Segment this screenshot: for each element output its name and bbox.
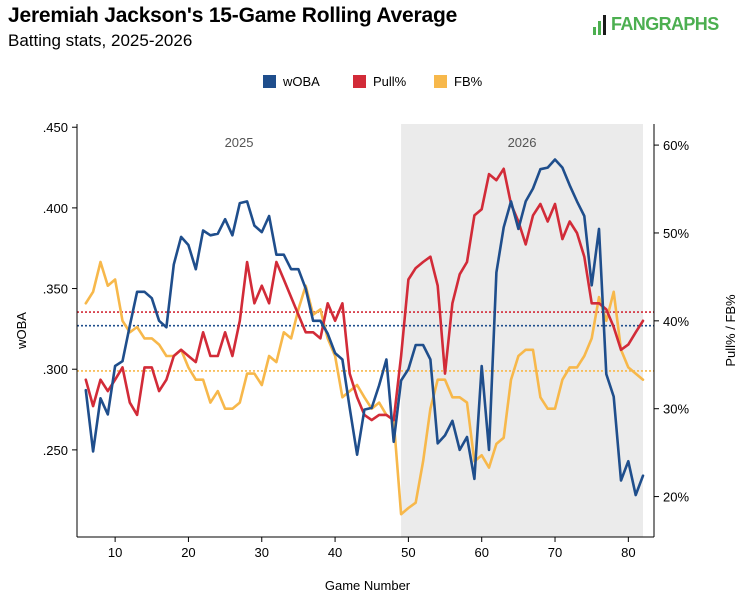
series-lines bbox=[84, 158, 645, 516]
y-right-tick-label: 30% bbox=[663, 402, 689, 417]
season-region-2026 bbox=[401, 124, 644, 537]
legend-swatch bbox=[353, 75, 366, 88]
season-label-2026: 2026 bbox=[508, 135, 537, 150]
y-right-axis-title: Pull% / FB% bbox=[723, 294, 738, 367]
legend-swatch bbox=[263, 75, 276, 88]
x-tick-label: 50 bbox=[401, 545, 415, 560]
legend: wOBA Pull% FB% bbox=[263, 74, 483, 89]
legend-swatch bbox=[434, 75, 447, 88]
x-tick-label: 20 bbox=[181, 545, 195, 560]
y-left-tick-label: .300 bbox=[43, 362, 68, 377]
x-tick-label: 80 bbox=[621, 545, 635, 560]
chart-title: Jeremiah Jackson's 15-Game Rolling Avera… bbox=[8, 4, 458, 27]
legend-item-woba[interactable]: wOBA bbox=[263, 74, 320, 89]
legend-label: wOBA bbox=[282, 74, 320, 89]
y-right-tick-label: 40% bbox=[663, 314, 689, 329]
x-tick-label: 30 bbox=[255, 545, 269, 560]
x-tick-label: 60 bbox=[474, 545, 488, 560]
x-axis-title: Game Number bbox=[325, 578, 411, 593]
x-tick-label: 10 bbox=[108, 545, 122, 560]
y-right-tick-label: 60% bbox=[663, 138, 689, 153]
reference-lines bbox=[77, 311, 654, 372]
y-left-tick-label: .350 bbox=[43, 282, 68, 297]
x-tick-label: 40 bbox=[328, 545, 342, 560]
logo-text: FANGRAPHS bbox=[611, 14, 719, 34]
legend-item-fb-pct[interactable]: FB% bbox=[434, 74, 483, 89]
bar-chart-icon bbox=[593, 14, 609, 35]
y-left-tick-label: .400 bbox=[43, 201, 68, 216]
season-label-2025: 2025 bbox=[225, 135, 254, 150]
y-left-tick-label: .450 bbox=[43, 120, 68, 135]
season-regions: 2025 2026 bbox=[77, 124, 644, 537]
y-left-tick-label: .250 bbox=[43, 443, 68, 458]
y-right-tick-label: 50% bbox=[663, 226, 689, 241]
axes: 10 20 30 40 50 60 70 80 .250 .300 .350 .400 .450 20% 3… bbox=[14, 120, 738, 593]
series-line-woba bbox=[84, 158, 645, 497]
y-left-axis-title: wOBA bbox=[14, 312, 29, 350]
fangraphs-logo[interactable]: FANGRAPHS bbox=[593, 14, 719, 35]
legend-label: Pull% bbox=[373, 74, 407, 89]
y-right-tick-label: 20% bbox=[663, 490, 689, 505]
legend-item-pull-pct[interactable]: Pull% bbox=[353, 74, 407, 89]
legend-label: FB% bbox=[454, 74, 483, 89]
chart-subtitle: Batting stats, 2025-2026 bbox=[8, 31, 193, 50]
x-tick-label: 70 bbox=[548, 545, 562, 560]
